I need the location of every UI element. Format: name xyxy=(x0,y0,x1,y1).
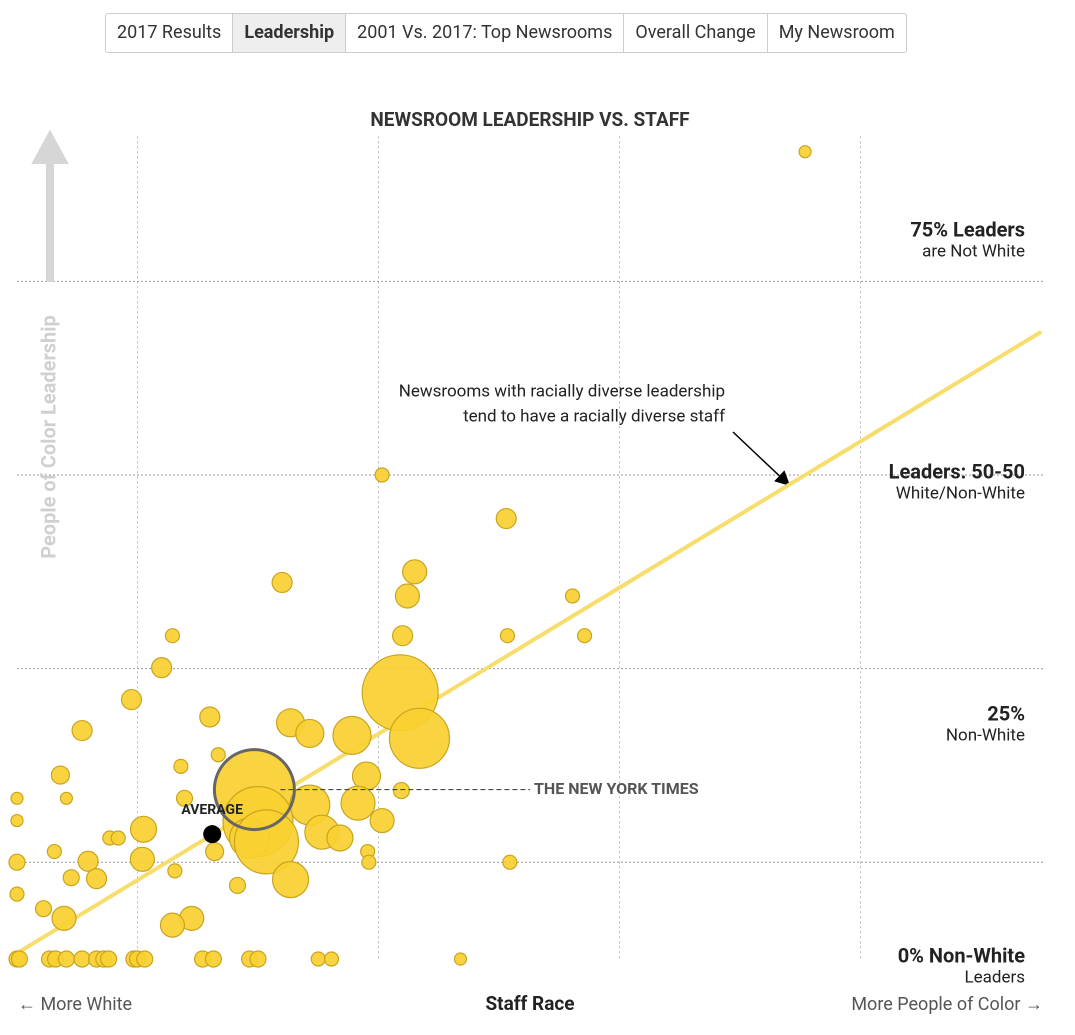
newsroom-point xyxy=(340,785,376,821)
newsroom-point xyxy=(576,628,593,644)
newsroom-point xyxy=(71,719,93,742)
newsroom-point xyxy=(271,861,310,899)
newsroom-point xyxy=(173,758,189,774)
newsroom-point xyxy=(136,950,154,968)
newsroom-point xyxy=(499,628,516,644)
x-axis-left-label: ← More White xyxy=(18,994,132,1015)
tab-bar: 2017 Results Leadership 2001 Vs. 2017: Top… xyxy=(105,13,907,53)
newsroom-point xyxy=(110,830,126,846)
newsroom-point xyxy=(85,868,108,890)
newsroom-point xyxy=(310,951,326,967)
newsroom-point xyxy=(388,707,451,769)
newsroom-point xyxy=(374,467,390,483)
newsroom-point xyxy=(369,807,395,834)
newsroom-point xyxy=(120,688,143,711)
newsroom-point xyxy=(271,571,293,594)
newsroom-point xyxy=(175,789,194,807)
y-region-title: 25% xyxy=(987,701,1025,725)
y-axis-label: People of Color Leadership xyxy=(36,315,60,559)
x-axis-label: Staff Race xyxy=(485,992,574,1015)
tab[interactable]: Overall Change xyxy=(624,14,768,52)
newsroom-point xyxy=(453,952,468,966)
y-region-title: Leaders: 50-50 xyxy=(889,459,1025,483)
tab[interactable]: My Newsroom xyxy=(778,22,895,43)
x-axis-right-label: More People of Color → xyxy=(851,994,1043,1015)
newsroom-point xyxy=(59,791,74,805)
newsroom-point xyxy=(249,950,267,968)
newsroom-point xyxy=(10,813,24,828)
trend-note: Newsrooms with racially diverse leadersh… xyxy=(399,381,725,401)
newsroom-point xyxy=(129,846,155,872)
newsroom-point xyxy=(228,876,247,895)
newsroom-point xyxy=(51,905,77,931)
newsroom-point xyxy=(402,559,428,585)
newsroom-point xyxy=(332,715,372,755)
newsroom-point xyxy=(233,809,300,875)
newsroom-point xyxy=(164,628,181,644)
newsroom-point xyxy=(326,824,354,852)
newsroom-point xyxy=(77,850,99,872)
y-region-subtitle: Leaders xyxy=(964,967,1025,987)
newsroom-point xyxy=(34,900,53,918)
newsroom-point xyxy=(323,951,340,967)
newsroom-point xyxy=(62,869,80,887)
newsroom-point xyxy=(10,950,29,968)
newsroom-point xyxy=(99,950,118,968)
trend-note: tend to have a racially diverse staff xyxy=(463,406,725,426)
newsroom-point xyxy=(502,854,518,870)
trend-line xyxy=(15,330,1043,955)
newsroom-point xyxy=(10,791,24,805)
y-region-subtitle: White/Non-White xyxy=(896,483,1025,503)
newsroom-point xyxy=(46,843,62,860)
newsroom-point xyxy=(495,507,517,530)
average-point xyxy=(203,825,222,844)
newsroom-point xyxy=(57,950,76,968)
newsroom-point xyxy=(210,747,226,763)
tab[interactable]: 2017 Results xyxy=(106,14,234,52)
newsroom-point xyxy=(50,765,70,785)
y-region-title: 0% Non-White xyxy=(898,943,1025,967)
newsroom-point xyxy=(8,853,26,871)
newsroom-point xyxy=(798,145,812,159)
newsroom-point xyxy=(205,841,225,862)
tab[interactable]: 2001 Vs. 2017: Top Newsrooms xyxy=(346,14,625,52)
y-region-subtitle: are Not White xyxy=(922,241,1025,261)
newsroom-point xyxy=(204,950,223,968)
annotation-label: THE NEW YORK TIMES xyxy=(534,779,699,798)
newsroom-point xyxy=(392,781,410,800)
note-arrow xyxy=(732,431,791,487)
chart-title: NEWSROOM LEADERSHIP VS. STAFF xyxy=(370,108,690,131)
y-axis-arrow xyxy=(31,129,69,282)
newsroom-point xyxy=(167,863,183,879)
newsroom-point xyxy=(159,912,186,938)
newsroom-point xyxy=(151,657,173,679)
newsroom-point xyxy=(394,583,421,609)
newsroom-point xyxy=(129,815,158,843)
newsroom-point xyxy=(564,588,581,604)
y-region-title: 75% Leaders xyxy=(910,217,1025,241)
tab[interactable]: Leadership xyxy=(233,14,347,52)
newsroom-point xyxy=(199,706,221,728)
newsroom-point xyxy=(392,625,414,647)
newsroom-point xyxy=(295,718,325,749)
newsroom-point xyxy=(9,886,25,902)
average-label: AVERAGE xyxy=(181,802,243,818)
newsroom-point xyxy=(361,854,377,870)
y-region-subtitle: Non-White xyxy=(946,725,1025,745)
highlight-ring xyxy=(212,748,296,832)
newsroom-point xyxy=(73,950,91,968)
